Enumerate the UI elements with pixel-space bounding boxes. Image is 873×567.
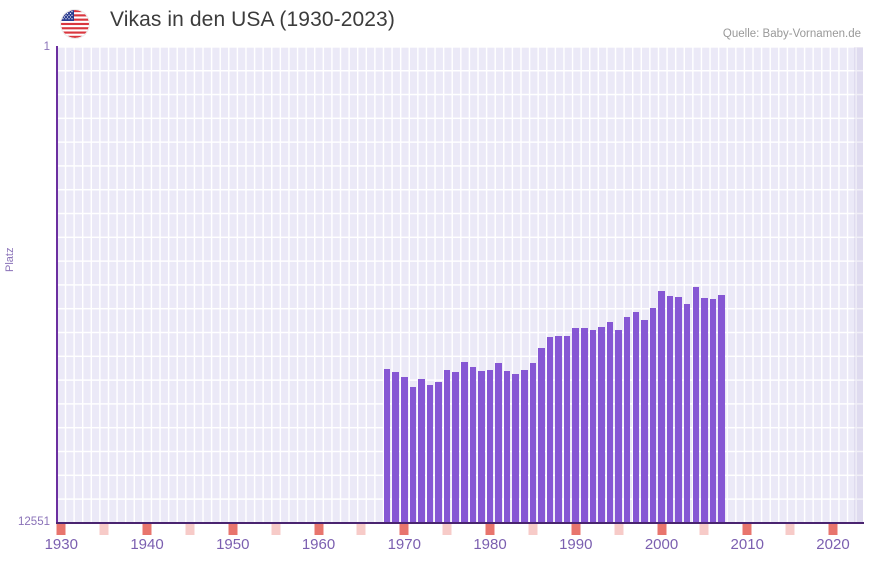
x-axis-tick-major xyxy=(742,524,752,535)
y-axis-top-label: 1 xyxy=(43,41,50,53)
bar xyxy=(409,386,417,523)
chart-header: Vikas in den USA (1930-2023) Quelle: Bab… xyxy=(0,0,873,44)
x-axis-tick-label: 1960 xyxy=(301,536,336,553)
bar xyxy=(461,361,468,523)
x-axis-tick-major xyxy=(571,524,581,535)
x-axis-tick-label: 1990 xyxy=(559,536,593,553)
x-axis-tick-major xyxy=(142,524,152,535)
bar xyxy=(589,330,597,523)
x-axis-tick-major xyxy=(56,524,66,535)
x-axis-tick-label: 2000 xyxy=(644,536,679,553)
bar xyxy=(383,368,391,523)
bar xyxy=(426,384,434,523)
bar xyxy=(443,370,451,523)
bar xyxy=(632,311,640,523)
x-axis-tick-label: 2010 xyxy=(730,536,764,553)
x-axis-tick-label: 1940 xyxy=(130,536,164,553)
grid-background xyxy=(57,47,863,523)
x-axis-tick-major xyxy=(399,524,409,535)
x-axis-tick-label: 2020 xyxy=(816,536,850,553)
x-axis-tick-label: 1980 xyxy=(473,536,507,553)
bar xyxy=(529,362,537,523)
bar xyxy=(452,371,459,523)
source-attribution: Quelle: Baby-Vornamen.de xyxy=(722,28,861,40)
x-axis-tick-major xyxy=(228,524,238,535)
x-axis-tick-major xyxy=(485,524,495,535)
bar xyxy=(392,372,399,523)
bar xyxy=(641,319,648,523)
bar xyxy=(469,367,477,523)
x-axis-tick-minor xyxy=(271,524,281,535)
x-axis-line xyxy=(56,522,864,524)
bar-series xyxy=(57,47,863,523)
x-axis-tick-minor xyxy=(699,524,709,535)
bar xyxy=(435,382,442,523)
us-flag-icon xyxy=(61,10,89,38)
x-axis-tick-minor xyxy=(528,524,538,535)
bar xyxy=(401,376,408,523)
x-axis-tick-major xyxy=(828,524,838,535)
bar xyxy=(675,297,682,523)
y-axis-title: Platz xyxy=(4,247,16,272)
x-axis-tick-minor xyxy=(356,524,366,535)
bar xyxy=(581,328,588,523)
bar xyxy=(606,322,614,523)
bar xyxy=(478,370,485,523)
bar xyxy=(503,370,511,523)
x-axis-tick-label: 1970 xyxy=(387,536,421,553)
bar xyxy=(683,303,691,523)
x-axis-tick-minor xyxy=(99,524,109,535)
x-axis-tick-minor xyxy=(614,524,624,535)
bar xyxy=(701,298,708,523)
y-axis-line xyxy=(56,46,58,524)
bar xyxy=(512,373,519,523)
bar xyxy=(718,295,725,523)
x-axis-tick-minor xyxy=(785,524,795,535)
bar xyxy=(649,307,657,523)
bar xyxy=(538,347,545,523)
bar xyxy=(658,290,665,523)
projected-range-shading xyxy=(854,47,863,523)
bar xyxy=(418,379,425,523)
x-axis-tick-minor xyxy=(442,524,452,535)
page-title: Vikas in den USA (1930-2023) xyxy=(110,8,395,31)
bar xyxy=(692,287,700,523)
x-axis-tick-major xyxy=(314,524,324,535)
bar xyxy=(495,362,502,523)
bar xyxy=(486,369,494,523)
bar xyxy=(555,335,562,523)
bar xyxy=(598,326,605,523)
bar xyxy=(572,328,579,523)
bar xyxy=(615,330,622,523)
plot-area xyxy=(57,47,863,523)
bar xyxy=(521,370,528,523)
x-axis-tick-major xyxy=(657,524,666,535)
x-axis-tick-minor xyxy=(185,524,195,535)
bar xyxy=(666,295,674,523)
x-axis-tick-label: 1950 xyxy=(216,536,250,553)
y-axis-bottom-label: 12551 xyxy=(18,516,50,528)
x-axis-tick-label: 1930 xyxy=(44,536,78,553)
bar xyxy=(623,317,631,523)
bar xyxy=(709,299,717,523)
bar xyxy=(563,335,571,523)
bar xyxy=(546,336,554,523)
